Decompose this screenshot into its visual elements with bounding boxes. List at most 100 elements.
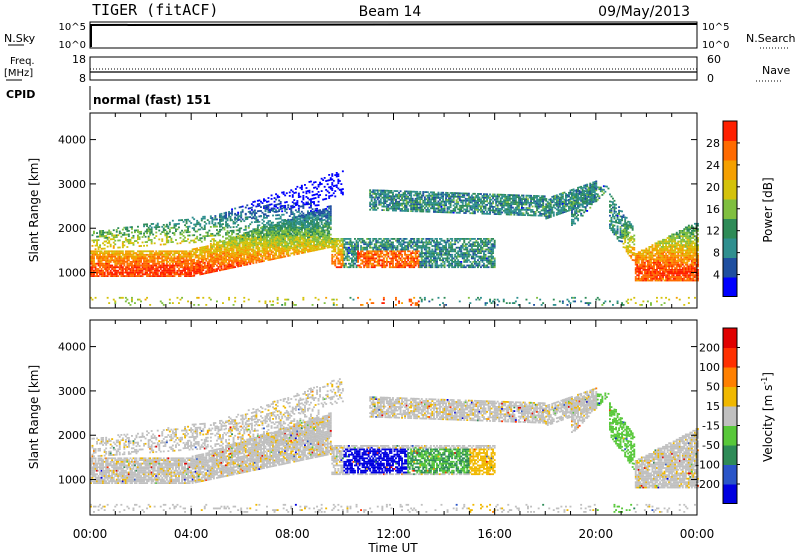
range-gate-cell bbox=[249, 211, 251, 213]
range-gate-cell bbox=[177, 266, 179, 268]
range-gate-cell bbox=[237, 233, 239, 235]
range-gate-cell bbox=[375, 200, 377, 202]
range-gate-cell bbox=[395, 199, 397, 201]
range-gate-cell bbox=[160, 233, 162, 235]
range-gate-cell bbox=[167, 226, 169, 228]
range-gate-cell bbox=[357, 243, 359, 245]
range-gate-cell bbox=[336, 245, 338, 247]
range-gate-cell bbox=[151, 230, 153, 232]
range-gate-cell bbox=[167, 233, 169, 235]
range-gate-cell bbox=[186, 250, 188, 252]
range-gate-cell bbox=[441, 243, 443, 245]
range-gate-cell bbox=[122, 246, 124, 248]
range-gate-cell bbox=[92, 299, 94, 301]
range-gate-cell bbox=[157, 273, 159, 275]
range-gate-cell bbox=[123, 265, 125, 267]
range-gate-cell bbox=[119, 231, 121, 233]
range-gate-cell bbox=[387, 252, 389, 254]
range-gate-cell bbox=[228, 214, 230, 216]
range-gate-cell bbox=[422, 211, 424, 213]
range-gate-cell bbox=[193, 275, 195, 277]
range-gate-cell bbox=[248, 225, 250, 227]
range-gate-cell bbox=[342, 249, 344, 251]
range-gate-cell bbox=[136, 252, 138, 254]
range-gate-cell bbox=[128, 258, 130, 260]
range-gate-cell bbox=[438, 256, 440, 258]
range-gate-cell bbox=[151, 232, 153, 234]
range-gate-cell bbox=[374, 207, 376, 209]
range-gate-cell bbox=[234, 297, 236, 299]
range-gate-cell bbox=[272, 304, 274, 306]
range-gate-cell bbox=[348, 256, 350, 258]
range-gate-cell bbox=[283, 191, 285, 193]
range-gate-cell bbox=[372, 302, 374, 304]
range-gate-cell bbox=[315, 197, 317, 199]
range-gate-cell bbox=[104, 254, 106, 256]
range-gate-cell bbox=[404, 250, 406, 252]
range-gate-cell bbox=[114, 268, 116, 270]
range-gate-cell bbox=[230, 216, 232, 218]
range-gate-cell bbox=[169, 224, 171, 226]
range-gate-cell bbox=[302, 297, 304, 299]
range-gate-cell bbox=[383, 259, 385, 261]
range-gate-cell bbox=[167, 227, 169, 229]
range-gate-cell bbox=[422, 193, 424, 195]
range-gate-cell bbox=[123, 259, 125, 261]
range-gate-cell bbox=[178, 302, 180, 304]
range-gate-cell bbox=[113, 229, 115, 231]
range-gate-cell bbox=[360, 252, 362, 254]
range-gate-cell bbox=[302, 207, 304, 209]
range-gate-cell bbox=[136, 240, 138, 242]
range-gate-cell bbox=[110, 270, 112, 272]
nsky-panel: N.Sky 10^5 10^0 10^5 10^0 N.Search bbox=[4, 22, 796, 51]
range-gate-cell bbox=[108, 240, 110, 242]
range-gate-cell bbox=[292, 196, 294, 198]
range-gate-cell bbox=[260, 206, 262, 208]
range-gate-cell bbox=[306, 187, 308, 189]
range-gate-cell bbox=[357, 249, 359, 251]
range-gate-cell bbox=[167, 241, 169, 243]
range-gate-cell bbox=[95, 248, 97, 250]
range-gate-cell bbox=[280, 216, 282, 218]
range-gate-cell bbox=[293, 199, 295, 201]
range-gate-cell bbox=[368, 266, 370, 268]
range-gate-cell bbox=[155, 250, 157, 252]
range-gate-cell bbox=[400, 263, 402, 265]
range-gate-cell bbox=[93, 231, 95, 233]
range-gate-cell bbox=[268, 206, 270, 208]
range-gate-cell bbox=[331, 175, 333, 177]
range-gate-cell bbox=[384, 256, 386, 258]
range-gate-cell bbox=[342, 242, 344, 244]
range-gate-cell bbox=[137, 226, 139, 228]
range-gate-cell bbox=[383, 302, 385, 304]
range-gate-cell bbox=[412, 302, 414, 304]
range-gate-cell bbox=[180, 254, 182, 256]
range-gate-cell bbox=[431, 238, 433, 240]
range-gate-cell bbox=[110, 244, 112, 246]
range-gate-cell bbox=[400, 238, 402, 240]
range-gate-cell bbox=[154, 259, 156, 261]
range-gate-cell bbox=[204, 255, 206, 257]
range-gate-cell bbox=[122, 297, 124, 299]
range-gate-cell bbox=[272, 222, 274, 224]
range-gate-cell bbox=[401, 254, 403, 256]
range-gate-cell bbox=[158, 230, 160, 232]
range-gate-cell bbox=[258, 301, 260, 303]
range-gate-cell bbox=[360, 266, 362, 268]
range-gate-cell bbox=[131, 226, 133, 228]
range-gate-cell bbox=[421, 207, 423, 209]
range-gate-cell bbox=[160, 301, 162, 303]
range-gate-cell bbox=[180, 299, 182, 301]
range-gate-cell bbox=[245, 227, 247, 229]
range-gate-cell bbox=[398, 256, 400, 258]
range-gate-cell bbox=[360, 245, 362, 247]
range-gate-cell bbox=[101, 250, 103, 252]
range-gate-cell bbox=[189, 235, 191, 237]
range-gate-cell bbox=[410, 193, 412, 195]
range-gate-cell bbox=[224, 227, 226, 229]
range-gate-cell bbox=[356, 240, 358, 242]
range-gate-cell bbox=[400, 258, 402, 260]
range-gate-cell bbox=[331, 187, 333, 189]
range-gate-cell bbox=[130, 239, 132, 241]
range-gate-cell bbox=[122, 273, 124, 275]
